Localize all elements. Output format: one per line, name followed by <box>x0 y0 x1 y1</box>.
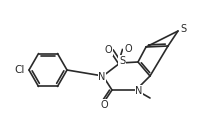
Text: Cl: Cl <box>15 65 25 75</box>
Text: S: S <box>180 24 186 34</box>
Text: S: S <box>119 56 125 66</box>
Text: O: O <box>124 44 132 54</box>
Text: O: O <box>100 100 108 110</box>
Text: N: N <box>98 72 106 82</box>
Text: N: N <box>135 86 143 96</box>
Text: O: O <box>104 45 112 55</box>
